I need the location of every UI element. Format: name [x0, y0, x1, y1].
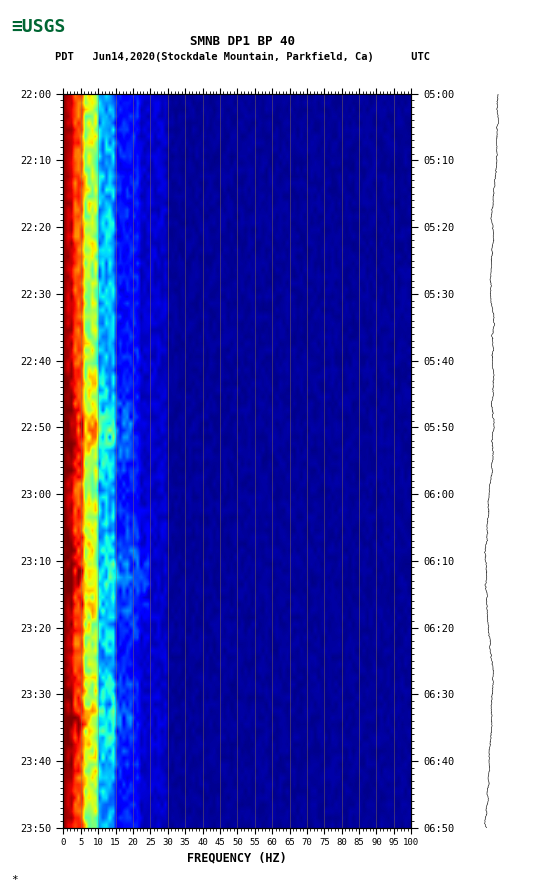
Text: PDT   Jun14,2020(Stockdale Mountain, Parkfield, Ca)      UTC: PDT Jun14,2020(Stockdale Mountain, Parkf… [55, 53, 431, 62]
Text: ≡USGS: ≡USGS [11, 18, 66, 36]
Text: *: * [11, 875, 18, 885]
Text: SMNB DP1 BP 40: SMNB DP1 BP 40 [190, 35, 295, 48]
X-axis label: FREQUENCY (HZ): FREQUENCY (HZ) [188, 851, 287, 864]
